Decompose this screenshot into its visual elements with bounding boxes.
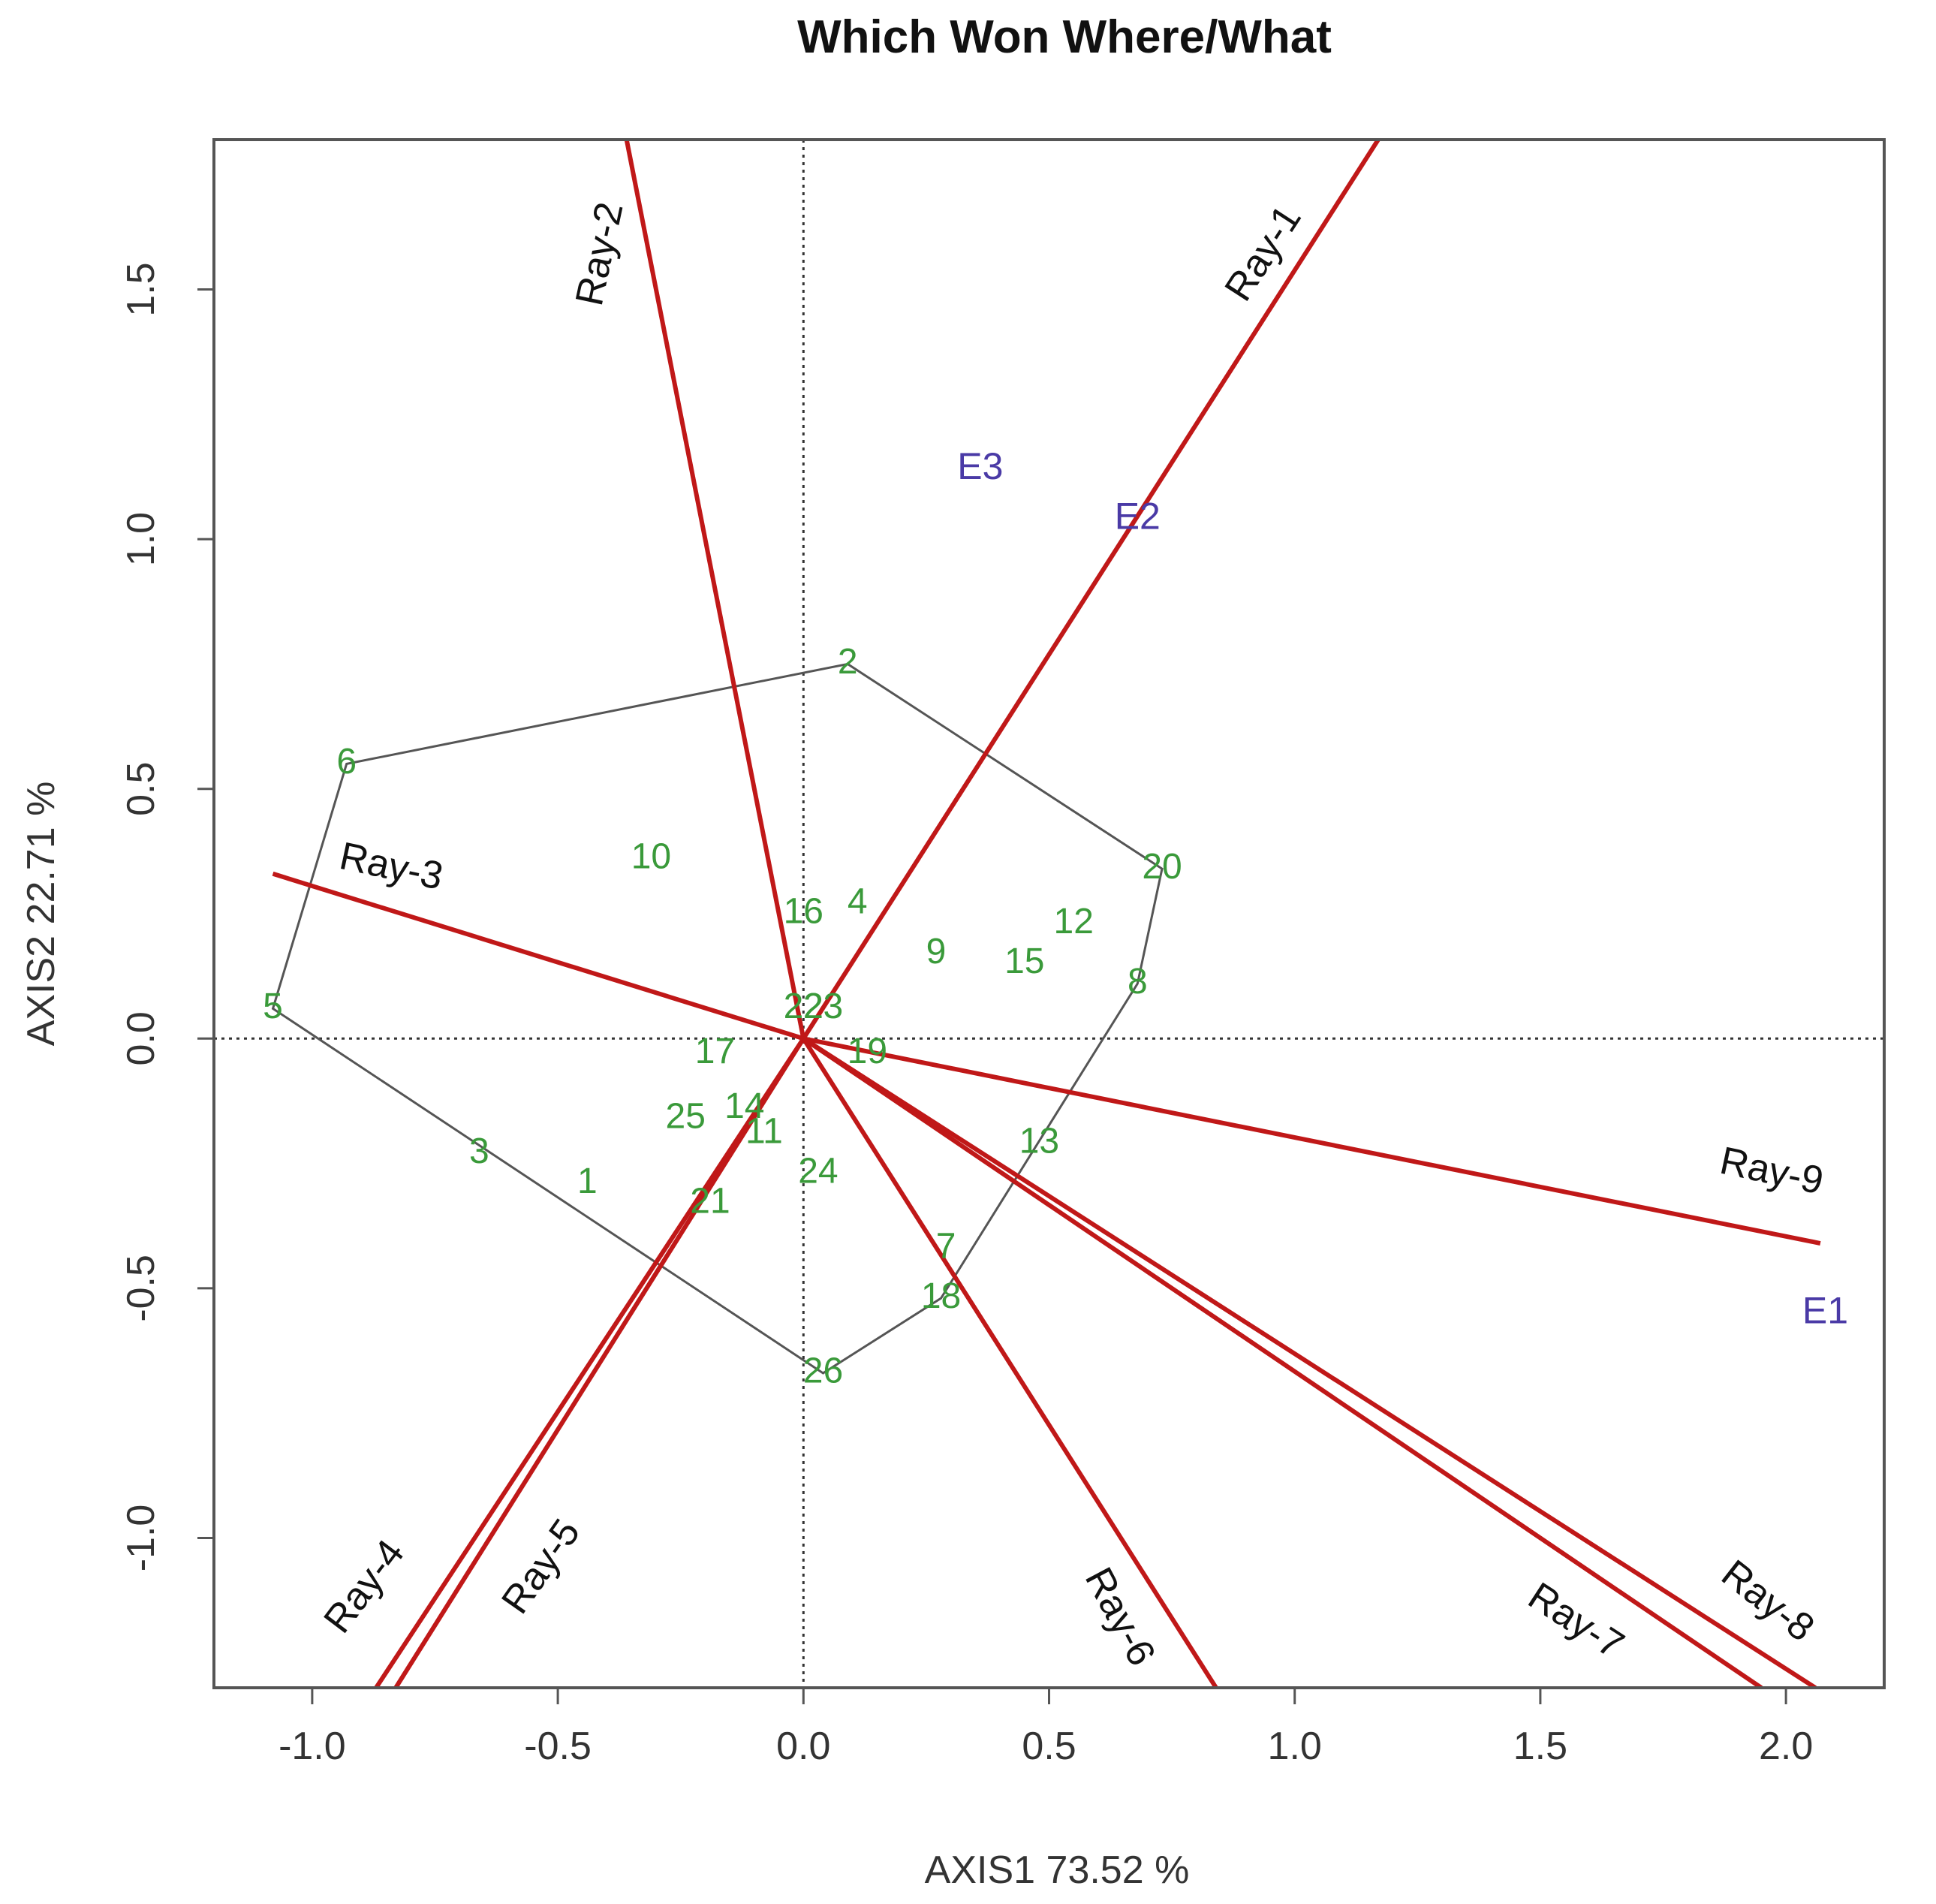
ray-line-2 [624, 140, 806, 1039]
environment-labels: E1 E2 E3 [957, 445, 1848, 1331]
genotype-label-14: 14 [724, 1086, 764, 1126]
genotype-label-25: 25 [666, 1096, 706, 1136]
x-tick-label-0: -1.0 [279, 1725, 346, 1768]
x-tick-label-5: 1.5 [1513, 1725, 1567, 1768]
genotype-label-23: 23 [803, 987, 843, 1026]
x-tick-label-6: 2.0 [1759, 1725, 1813, 1768]
genotype-label-24: 24 [798, 1152, 838, 1192]
genotype-labels: 1234567891011121314151617181920212223242… [263, 642, 1182, 1391]
genotype-label-13: 13 [1019, 1122, 1059, 1161]
polygon-hull [271, 662, 1164, 1375]
ray-line-1 [801, 140, 1380, 1040]
genotype-label-2: 2 [838, 642, 858, 682]
chart-title: Which Won Where/What [797, 11, 1332, 63]
reference-lines [214, 140, 1884, 1688]
y-tick-label-2: 0.0 [119, 1011, 163, 1065]
y-axis-label: AXIS2 22.71 % [20, 782, 63, 1047]
ray-line-7 [802, 1036, 1763, 1688]
y-tick-label-0: -1.0 [119, 1505, 163, 1572]
genotype-label-8: 8 [1128, 962, 1148, 1002]
genotype-label-19: 19 [848, 1032, 887, 1071]
genotype-label-15: 15 [1004, 941, 1044, 981]
ray-line-4 [374, 1037, 805, 1688]
convex-hull-polygon [271, 662, 1164, 1375]
ray-line-5 [393, 1037, 805, 1688]
genotype-label-7: 7 [936, 1226, 956, 1266]
ray-line-6 [801, 1037, 1218, 1688]
x-axis-label: AXIS1 73.52 % [925, 1848, 1190, 1892]
x-axis: -1.0 -0.5 0.0 0.5 1.0 1.5 2.0 [279, 1688, 1813, 1768]
genotype-label-1: 1 [577, 1161, 598, 1201]
ray-line-8 [802, 1036, 1817, 1688]
genotype-label-5: 5 [263, 987, 283, 1026]
environment-label-e1: E1 [1802, 1289, 1848, 1331]
environment-label-e2: E2 [1115, 496, 1161, 538]
genotype-label-11: 11 [745, 1111, 783, 1151]
x-tick-label-4: 1.0 [1268, 1725, 1322, 1768]
genotype-label-4: 4 [848, 881, 868, 921]
x-tick-label-2: 0.0 [776, 1725, 830, 1768]
genotype-label-12: 12 [1054, 902, 1094, 941]
y-axis: -1.0 -0.5 0.0 0.5 1.0 1.5 [119, 262, 214, 1571]
environment-label-e3: E3 [957, 445, 1003, 487]
genotype-label-6: 6 [336, 742, 357, 782]
genotype-label-21: 21 [690, 1181, 730, 1221]
x-tick-label-3: 0.5 [1022, 1725, 1076, 1768]
genotype-label-20: 20 [1142, 847, 1182, 887]
genotype-label-22: 22 [784, 987, 823, 1026]
genotype-label-3: 3 [469, 1131, 489, 1171]
genotype-label-9: 9 [926, 932, 947, 972]
genotype-label-26: 26 [803, 1351, 843, 1391]
ray-line-9 [802, 1036, 1821, 1246]
y-tick-label-1: -0.5 [119, 1255, 163, 1322]
y-tick-label-5: 1.5 [119, 262, 163, 316]
y-tick-label-3: 0.5 [119, 762, 163, 816]
genotype-label-18: 18 [921, 1276, 961, 1316]
rays [272, 140, 1821, 1688]
genotype-label-17: 17 [695, 1032, 735, 1071]
genotype-label-16: 16 [784, 892, 823, 932]
x-tick-label-1: -0.5 [524, 1725, 592, 1768]
ray-line-3 [272, 871, 805, 1041]
y-tick-label-4: 1.0 [119, 512, 163, 566]
genotype-label-10: 10 [631, 837, 671, 877]
